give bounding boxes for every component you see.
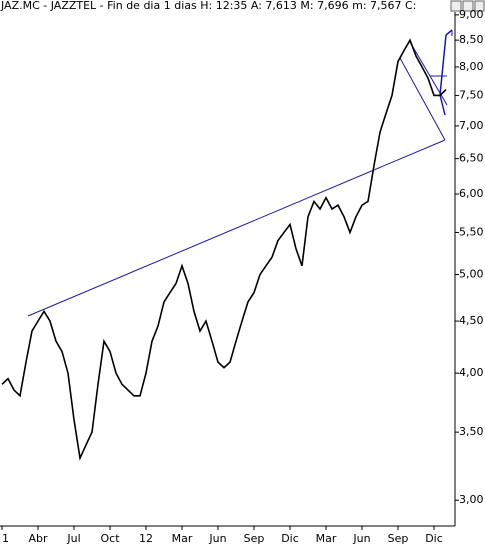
x-tick-label: Oct bbox=[100, 532, 120, 545]
y-tick-label: 8,50 bbox=[459, 33, 484, 46]
y-tick-label: 3,00 bbox=[459, 493, 484, 506]
arrow-head bbox=[446, 29, 453, 36]
x-tick-label: Jul bbox=[66, 532, 80, 545]
arrow bbox=[439, 94, 446, 116]
x-tick-label: Dic bbox=[425, 532, 443, 545]
minimize-button[interactable] bbox=[450, 0, 462, 12]
x-tick-label: Sep bbox=[244, 532, 265, 545]
y-tick-label: 5,50 bbox=[459, 225, 484, 238]
x-tick-label: Dic bbox=[281, 532, 299, 545]
x-tick-label: 1 bbox=[2, 532, 9, 545]
y-tick-label: 7,00 bbox=[459, 119, 484, 132]
y-tick-label: 4,50 bbox=[459, 314, 484, 327]
window-buttons[interactable] bbox=[450, 0, 485, 12]
trend-line bbox=[399, 57, 446, 141]
close-button[interactable] bbox=[474, 0, 485, 12]
y-tick-label: 4,00 bbox=[459, 366, 484, 379]
trend-line bbox=[27, 139, 446, 317]
price-line bbox=[1, 38, 447, 461]
maximize-button[interactable] bbox=[462, 0, 474, 12]
trend-lines bbox=[27, 29, 453, 317]
x-tick-label: 12 bbox=[139, 532, 153, 545]
x-tick-label: Abr bbox=[28, 532, 48, 545]
y-tick-label: 6,50 bbox=[459, 152, 484, 165]
x-tick-label: Mar bbox=[316, 532, 337, 545]
y-tick-label: 8,00 bbox=[459, 60, 484, 73]
y-tick-label: 3,50 bbox=[459, 425, 484, 438]
y-tick-label: 5,00 bbox=[459, 268, 484, 281]
y-tick-label: 9,00 bbox=[459, 8, 484, 21]
x-tick-label: Mar bbox=[172, 532, 193, 545]
x-tick-label: Jun bbox=[352, 532, 370, 545]
y-tick-label: 7,50 bbox=[459, 88, 484, 101]
title-bar bbox=[0, 0, 485, 12]
chart-title: JAZ.MC - JAZZTEL - Fin de dia 1 dias H: … bbox=[0, 0, 416, 12]
x-tick-label: Jun bbox=[208, 532, 226, 545]
y-tick-label: 6,00 bbox=[459, 187, 484, 200]
x-tick-label: Sep bbox=[388, 532, 409, 545]
